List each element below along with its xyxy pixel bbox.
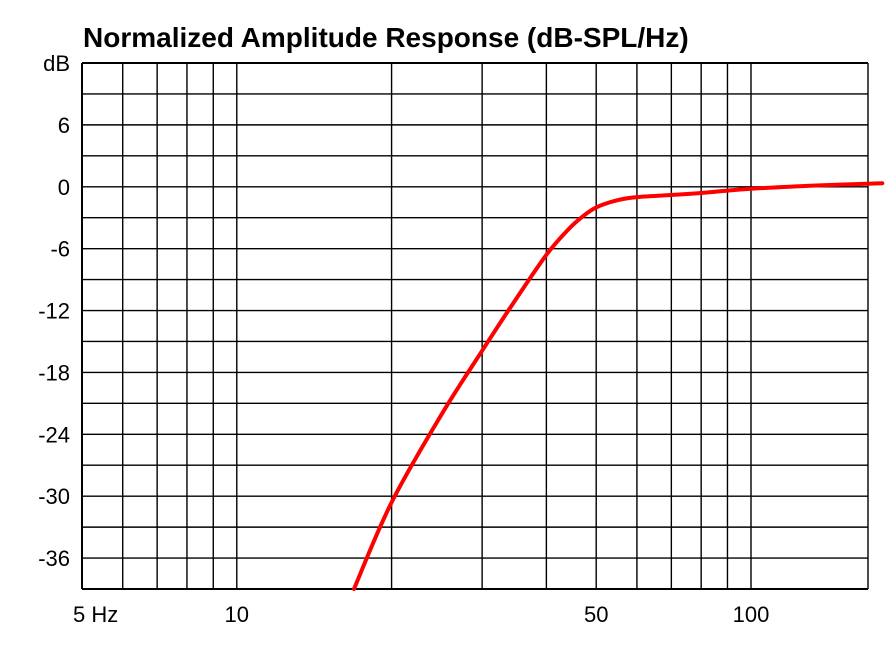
y-tick-label: -12	[38, 299, 70, 324]
x-tick-label: 5 Hz	[73, 602, 118, 627]
x-tick-labels: 5 Hz 10 50 100	[73, 602, 769, 627]
y-tick-label: -6	[50, 237, 70, 262]
y-tick-label: -36	[38, 546, 70, 571]
x-tick-label: 10	[225, 602, 249, 627]
grid-lines	[81, 62, 869, 590]
y-tick-label: 6	[58, 113, 70, 138]
y-tick-label: -18	[38, 360, 70, 385]
y-tick-label: 0	[58, 175, 70, 200]
series-group	[352, 181, 885, 591]
series-line	[352, 181, 885, 591]
y-tick-label: -24	[38, 422, 70, 447]
y-tick-label: dB	[43, 51, 70, 76]
y-tick-label: -30	[38, 484, 70, 509]
x-tick-label: 50	[584, 602, 608, 627]
y-tick-labels: dB 6 0 -6 -12 -18 -24 -30 -36	[38, 51, 70, 571]
x-tick-label: 100	[733, 602, 770, 627]
chart-title: Normalized Amplitude Response (dB-SPL/Hz…	[83, 22, 689, 53]
